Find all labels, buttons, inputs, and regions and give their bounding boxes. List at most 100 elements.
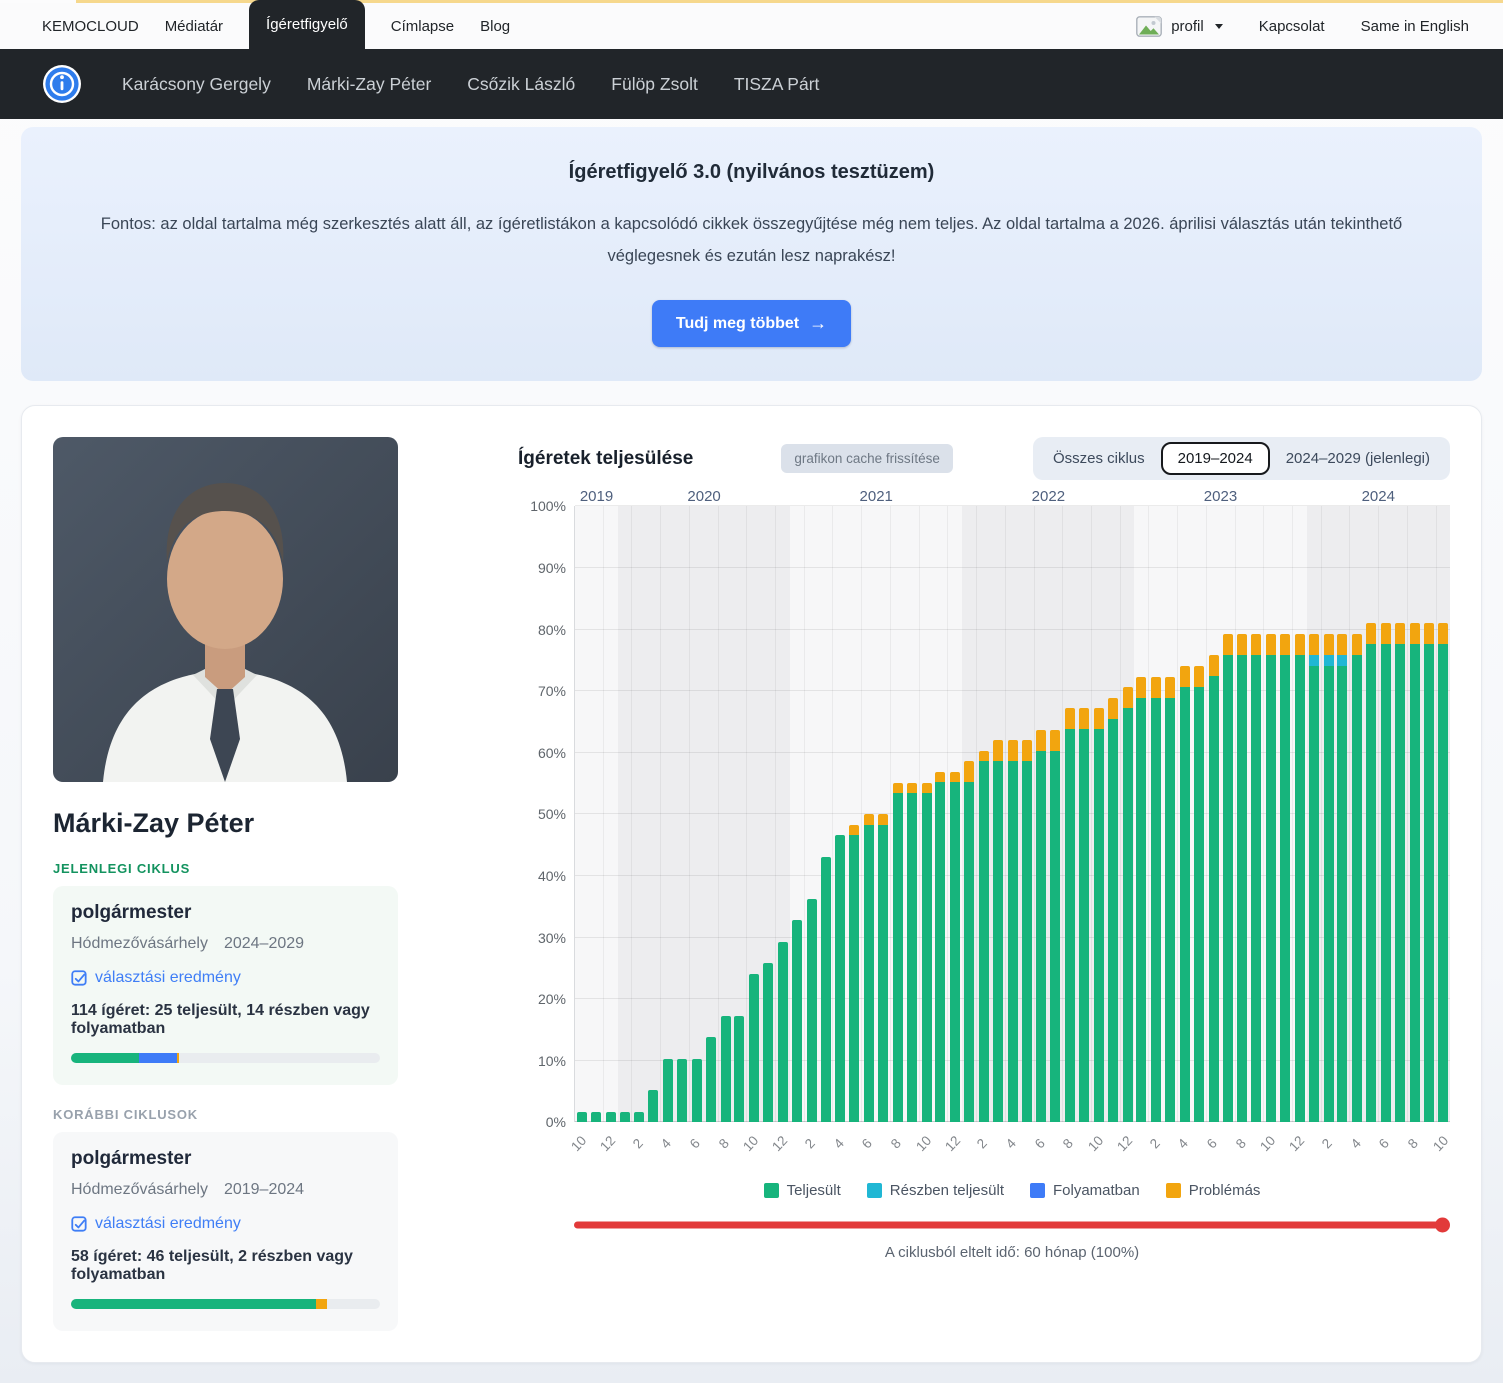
tab-2024–2029 (jelenlegi)[interactable]: 2024–2029 (jelenlegi) xyxy=(1285,450,1430,468)
chart-bar-2020-07[interactable] xyxy=(705,1037,716,1123)
tab-2019–2024[interactable]: 2019–2024 xyxy=(1160,442,1270,476)
chart-bar-2021-05[interactable] xyxy=(849,824,860,1123)
chart-bar-2021-10[interactable] xyxy=(921,782,932,1123)
chart-bar-2023-12[interactable] xyxy=(1294,633,1305,1123)
chart-bar-2021-12[interactable] xyxy=(950,771,961,1123)
chart-bar-2024-03[interactable] xyxy=(1337,634,1348,1123)
chart-bar-2020-08[interactable] xyxy=(720,1016,731,1123)
contact-link[interactable]: Kapcsolat xyxy=(1258,17,1325,35)
chart-bar-2021-07[interactable] xyxy=(877,814,888,1123)
chart-bar-2021-02[interactable] xyxy=(806,899,817,1123)
chart-bar-2024-10[interactable] xyxy=(1438,623,1449,1123)
chart-bar-2024-09[interactable] xyxy=(1423,623,1434,1123)
chart-bar-2020-04[interactable] xyxy=(663,1058,674,1123)
chart-bar-2020-05[interactable] xyxy=(676,1058,687,1123)
chart-bar-2020-06[interactable] xyxy=(691,1058,702,1123)
chart-bar-2024-06[interactable] xyxy=(1381,623,1392,1123)
chart-bar-2023-09[interactable] xyxy=(1251,633,1262,1123)
chart-bar-2023-07[interactable] xyxy=(1222,633,1233,1123)
chart-bar-2023-10[interactable] xyxy=(1266,633,1277,1123)
legend-item-Részben teljesült[interactable]: Részben teljesült xyxy=(866,1182,1004,1199)
chart-bar-2023-02[interactable] xyxy=(1151,676,1162,1123)
bar-segment xyxy=(1021,740,1032,762)
x-slot xyxy=(1134,1122,1148,1168)
chart-bar-2021-03[interactable] xyxy=(820,856,831,1123)
chart-bar-2023-06[interactable] xyxy=(1208,655,1219,1123)
politician-link[interactable]: TISZA Párt xyxy=(733,73,820,94)
chart-bar-2024-05[interactable] xyxy=(1366,623,1377,1123)
election-result-link[interactable]: választási eredmény xyxy=(71,1215,241,1233)
x-slot: 6 xyxy=(859,1122,876,1168)
bar-slot xyxy=(1393,506,1408,1123)
x-axis-label: 6 xyxy=(859,1135,876,1152)
chart-bar-2024-02[interactable] xyxy=(1323,634,1334,1123)
politician-link[interactable]: Fülöp Zsolt xyxy=(611,73,698,94)
chart-bar-2021-09[interactable] xyxy=(906,782,917,1123)
bar-slot xyxy=(977,506,991,1123)
learn-more-button[interactable]: Tudj meg többet → xyxy=(651,300,852,348)
chart-bar-2023-03[interactable] xyxy=(1165,676,1176,1123)
chart-bar-2021-08[interactable] xyxy=(892,782,903,1123)
chart-bar-2022-02[interactable] xyxy=(978,750,989,1123)
top-nav-item-ígéretfigyelő[interactable]: Ígéretfigyelő xyxy=(249,0,365,49)
chart-bar-2021-06[interactable] xyxy=(864,814,875,1123)
chart-bar-2021-04[interactable] xyxy=(835,835,846,1123)
election-result-link[interactable]: választási eredmény xyxy=(71,969,241,987)
bar-slot xyxy=(732,506,748,1123)
chart-bar-2020-01[interactable] xyxy=(619,1111,630,1123)
chart-bar-2022-06[interactable] xyxy=(1036,729,1047,1123)
politician-link[interactable]: Márki-Zay Péter xyxy=(306,73,432,94)
bar-slot xyxy=(1408,506,1422,1123)
chart-bar-2019-10[interactable] xyxy=(576,1111,587,1123)
chart-bar-2020-10[interactable] xyxy=(749,973,760,1123)
chart-bar-2020-02[interactable] xyxy=(634,1111,645,1123)
brand-kemocloud[interactable]: KEMOCLOUD xyxy=(42,17,139,35)
year-band-2019 xyxy=(575,506,619,1123)
cache-refresh-button[interactable]: grafikon cache frissítése xyxy=(781,444,953,474)
chart-bar-2024-04[interactable] xyxy=(1352,633,1363,1123)
chart-bar-2024-07[interactable] xyxy=(1394,623,1405,1123)
chart-bar-2023-01[interactable] xyxy=(1136,676,1147,1123)
chart-bar-2022-09[interactable] xyxy=(1079,708,1089,1123)
chart-bar-2019-11[interactable] xyxy=(590,1111,601,1123)
year-band-2020 xyxy=(618,506,791,1123)
chart-bar-2020-09[interactable] xyxy=(734,1016,745,1123)
language-link[interactable]: Same in English xyxy=(1360,17,1469,35)
top-nav-item-címlapse[interactable]: Címlapse xyxy=(390,17,455,35)
chart-bar-2019-12[interactable] xyxy=(605,1111,616,1123)
chart-bar-2023-04[interactable] xyxy=(1180,665,1191,1123)
profile-menu[interactable]: profil xyxy=(1136,15,1223,37)
slider-handle[interactable] xyxy=(1435,1217,1450,1233)
chart-bar-2022-10[interactable] xyxy=(1093,708,1104,1123)
chart-bar-2022-07[interactable] xyxy=(1050,729,1061,1123)
bar-segment xyxy=(1193,686,1204,1123)
chart-bar-2020-03[interactable] xyxy=(648,1090,659,1123)
legend-item-Folyamatban[interactable]: Folyamatban xyxy=(1030,1182,1140,1199)
legend-item-Problémás[interactable]: Problémás xyxy=(1165,1182,1260,1199)
chart-bar-2023-08[interactable] xyxy=(1237,633,1248,1123)
tab-Összes ciklus[interactable]: Összes ciklus xyxy=(1052,450,1145,468)
chart-bar-2024-01[interactable] xyxy=(1308,634,1319,1123)
info-icon[interactable] xyxy=(42,64,82,104)
chart-bar-2022-04[interactable] xyxy=(1007,740,1018,1123)
chart-bar-2023-05[interactable] xyxy=(1193,665,1204,1123)
chart-bar-2022-08[interactable] xyxy=(1065,708,1076,1123)
chart-bar-2022-05[interactable] xyxy=(1021,740,1032,1123)
chart-bar-2024-08[interactable] xyxy=(1409,623,1420,1123)
top-nav-item-médiatár[interactable]: Médiatár xyxy=(164,17,224,35)
chart-bar-2023-11[interactable] xyxy=(1280,633,1291,1123)
chart-bar-2022-01[interactable] xyxy=(964,761,975,1123)
politician-link[interactable]: Csőzik László xyxy=(467,73,576,94)
x-axis-label: 4 xyxy=(830,1135,847,1152)
politician-link[interactable]: Karácsony Gergely xyxy=(122,73,271,94)
chart-bar-2021-11[interactable] xyxy=(935,771,946,1123)
chart-bar-2021-01[interactable] xyxy=(791,920,802,1123)
chart-bar-2022-03[interactable] xyxy=(992,740,1003,1123)
chart-bar-2022-11[interactable] xyxy=(1107,697,1118,1123)
chart-bar-2020-11[interactable] xyxy=(763,962,774,1123)
top-nav-item-blog[interactable]: Blog xyxy=(480,17,511,35)
chart-bar-2022-12[interactable] xyxy=(1122,687,1133,1123)
chart-bar-2020-12[interactable] xyxy=(777,941,788,1123)
time-slider[interactable] xyxy=(574,1217,1450,1233)
legend-item-Teljesült[interactable]: Teljesült xyxy=(763,1182,841,1199)
